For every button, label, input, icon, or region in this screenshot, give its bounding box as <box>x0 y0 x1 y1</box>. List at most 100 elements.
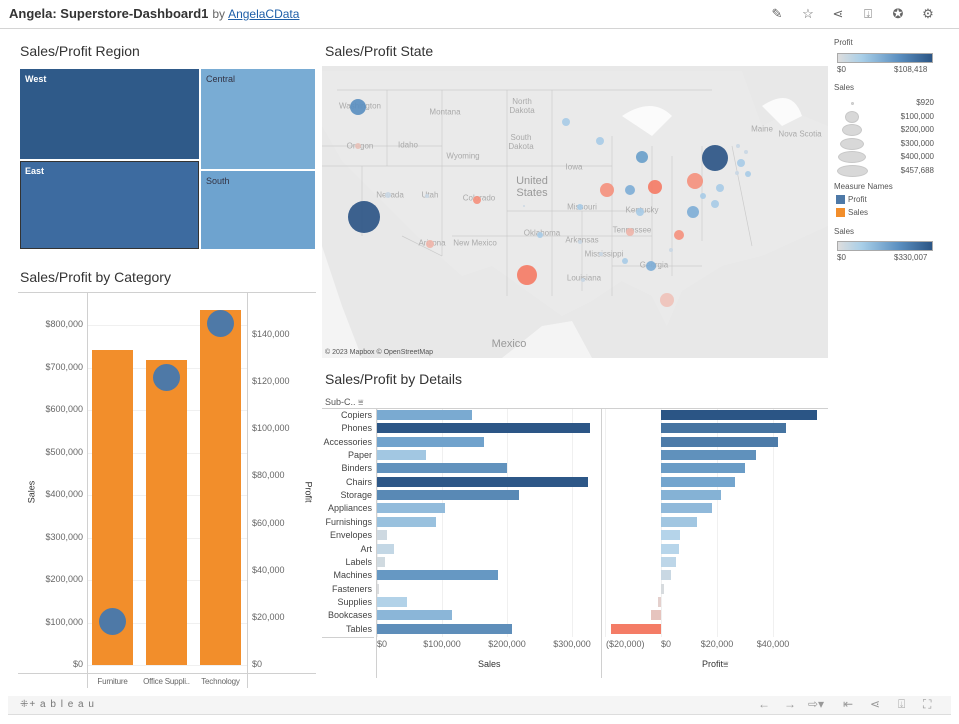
state-circle[interactable] <box>517 265 537 285</box>
state-circle[interactable] <box>425 194 429 198</box>
state-circle[interactable] <box>687 206 699 218</box>
reset-icon[interactable]: ⇤ <box>843 697 854 711</box>
profit-bar[interactable] <box>661 436 779 447</box>
subcategory-header[interactable]: Sub-C.. ⩸ <box>325 397 364 408</box>
state-circle[interactable] <box>636 208 644 216</box>
state-circle[interactable] <box>426 240 434 248</box>
sales-bar[interactable] <box>377 490 519 501</box>
edit-icon[interactable]: ✎ <box>771 6 783 21</box>
state-circle[interactable] <box>737 159 745 167</box>
profit-bar[interactable] <box>661 410 817 420</box>
sales-bar[interactable] <box>377 436 484 447</box>
state-circle[interactable] <box>625 185 635 195</box>
profit-circle[interactable] <box>153 364 180 392</box>
state-circle[interactable] <box>473 196 481 204</box>
state-circle[interactable] <box>350 99 366 115</box>
profit-bar[interactable] <box>661 450 757 461</box>
state-circle[interactable] <box>648 180 662 194</box>
sort-icon[interactable]: ⩸ <box>358 397 364 407</box>
state-circle[interactable] <box>674 230 684 240</box>
profit-bar[interactable] <box>661 516 698 527</box>
fullscreen-icon[interactable]: ⛶ <box>923 697 932 711</box>
undo-icon[interactable]: ← <box>758 697 770 711</box>
sales-bar[interactable] <box>146 359 187 665</box>
sales-bar[interactable] <box>377 596 407 607</box>
author-link[interactable]: AngelaCData <box>228 7 300 21</box>
profit-bar[interactable] <box>661 583 664 594</box>
state-circle[interactable] <box>716 184 724 192</box>
state-circle[interactable] <box>646 261 656 271</box>
profit-axis-title[interactable]: Profit⩸ <box>702 659 729 670</box>
profit-bar[interactable] <box>661 476 736 487</box>
state-circle[interactable] <box>702 145 728 171</box>
state-map[interactable]: North Dakota South Dakota Montana Wyoming Io… <box>322 66 828 358</box>
redo-icon[interactable]: → <box>784 697 796 711</box>
treemap-south[interactable]: South <box>200 170 316 250</box>
state-circle[interactable] <box>700 193 706 199</box>
profit-bar[interactable] <box>661 543 680 554</box>
state-circle[interactable] <box>578 240 582 244</box>
state-circle[interactable] <box>537 232 543 238</box>
state-circle[interactable] <box>660 293 674 307</box>
download-icon[interactable]: ⍗ <box>864 6 872 21</box>
sales-bar[interactable] <box>377 423 590 434</box>
state-circle[interactable] <box>523 205 525 207</box>
state-circle[interactable] <box>744 150 748 154</box>
profit-bar[interactable] <box>661 570 671 581</box>
state-circle[interactable] <box>577 204 583 210</box>
profit-bar[interactable] <box>661 556 677 567</box>
state-circle[interactable] <box>735 171 739 175</box>
tableau-logo[interactable]: ⁜+ a b l e a u <box>20 699 95 710</box>
profit-bar[interactable] <box>661 423 786 434</box>
state-circle[interactable] <box>581 278 585 282</box>
share-icon[interactable]: ⋖ <box>832 6 844 21</box>
sales-bar[interactable] <box>377 516 436 527</box>
treemap-east[interactable]: East <box>19 160 200 250</box>
sales-bar[interactable] <box>200 309 241 665</box>
sales-bar[interactable] <box>377 450 426 461</box>
state-circle[interactable] <box>711 200 719 208</box>
state-circle[interactable] <box>348 201 380 233</box>
sales-bar[interactable] <box>377 410 472 420</box>
badge-icon[interactable]: ✪ <box>892 6 904 21</box>
treemap-west[interactable]: West <box>19 68 200 160</box>
state-circle[interactable] <box>600 183 614 197</box>
star-icon[interactable]: ☆ <box>802 6 814 21</box>
profit-bar[interactable] <box>661 490 721 501</box>
sort-icon[interactable]: ⩸ <box>723 659 729 669</box>
sales-bar[interactable] <box>377 623 512 634</box>
profit-bar[interactable] <box>661 530 681 541</box>
state-circle[interactable] <box>736 144 740 148</box>
state-circle[interactable] <box>745 171 751 177</box>
sales-bar[interactable] <box>377 530 387 541</box>
state-circle[interactable] <box>687 173 703 189</box>
profit-bar[interactable] <box>651 610 661 621</box>
sales-bar[interactable] <box>377 583 379 594</box>
profit-circle[interactable] <box>207 310 234 338</box>
profit-bar[interactable] <box>657 596 661 607</box>
profit-bar[interactable] <box>661 503 712 514</box>
sales-bar[interactable] <box>377 476 589 487</box>
state-circle[interactable] <box>669 248 673 252</box>
state-circle[interactable] <box>355 143 361 149</box>
sales-bar[interactable] <box>377 610 452 621</box>
share-icon[interactable]: ⋖ <box>870 697 881 711</box>
sales-bar[interactable] <box>377 543 394 554</box>
revert-icon[interactable]: ⇨▾ <box>808 697 825 711</box>
state-circle[interactable] <box>385 192 391 198</box>
sales-bar[interactable] <box>377 570 498 581</box>
state-circle[interactable] <box>599 252 603 256</box>
state-circle[interactable] <box>562 118 570 126</box>
state-circle[interactable] <box>596 137 604 145</box>
profit-bar[interactable] <box>661 463 745 474</box>
sales-bar[interactable] <box>377 503 445 514</box>
profit-circle[interactable] <box>99 608 126 636</box>
sales-bar[interactable] <box>377 556 385 567</box>
state-circle[interactable] <box>622 258 628 264</box>
sales-bar[interactable] <box>377 463 507 474</box>
settings-icon[interactable]: ⚙ <box>922 6 934 21</box>
state-circle[interactable] <box>636 151 648 163</box>
treemap-central[interactable]: Central <box>200 68 316 170</box>
state-circle[interactable] <box>626 228 634 236</box>
profit-bar[interactable] <box>611 623 661 634</box>
